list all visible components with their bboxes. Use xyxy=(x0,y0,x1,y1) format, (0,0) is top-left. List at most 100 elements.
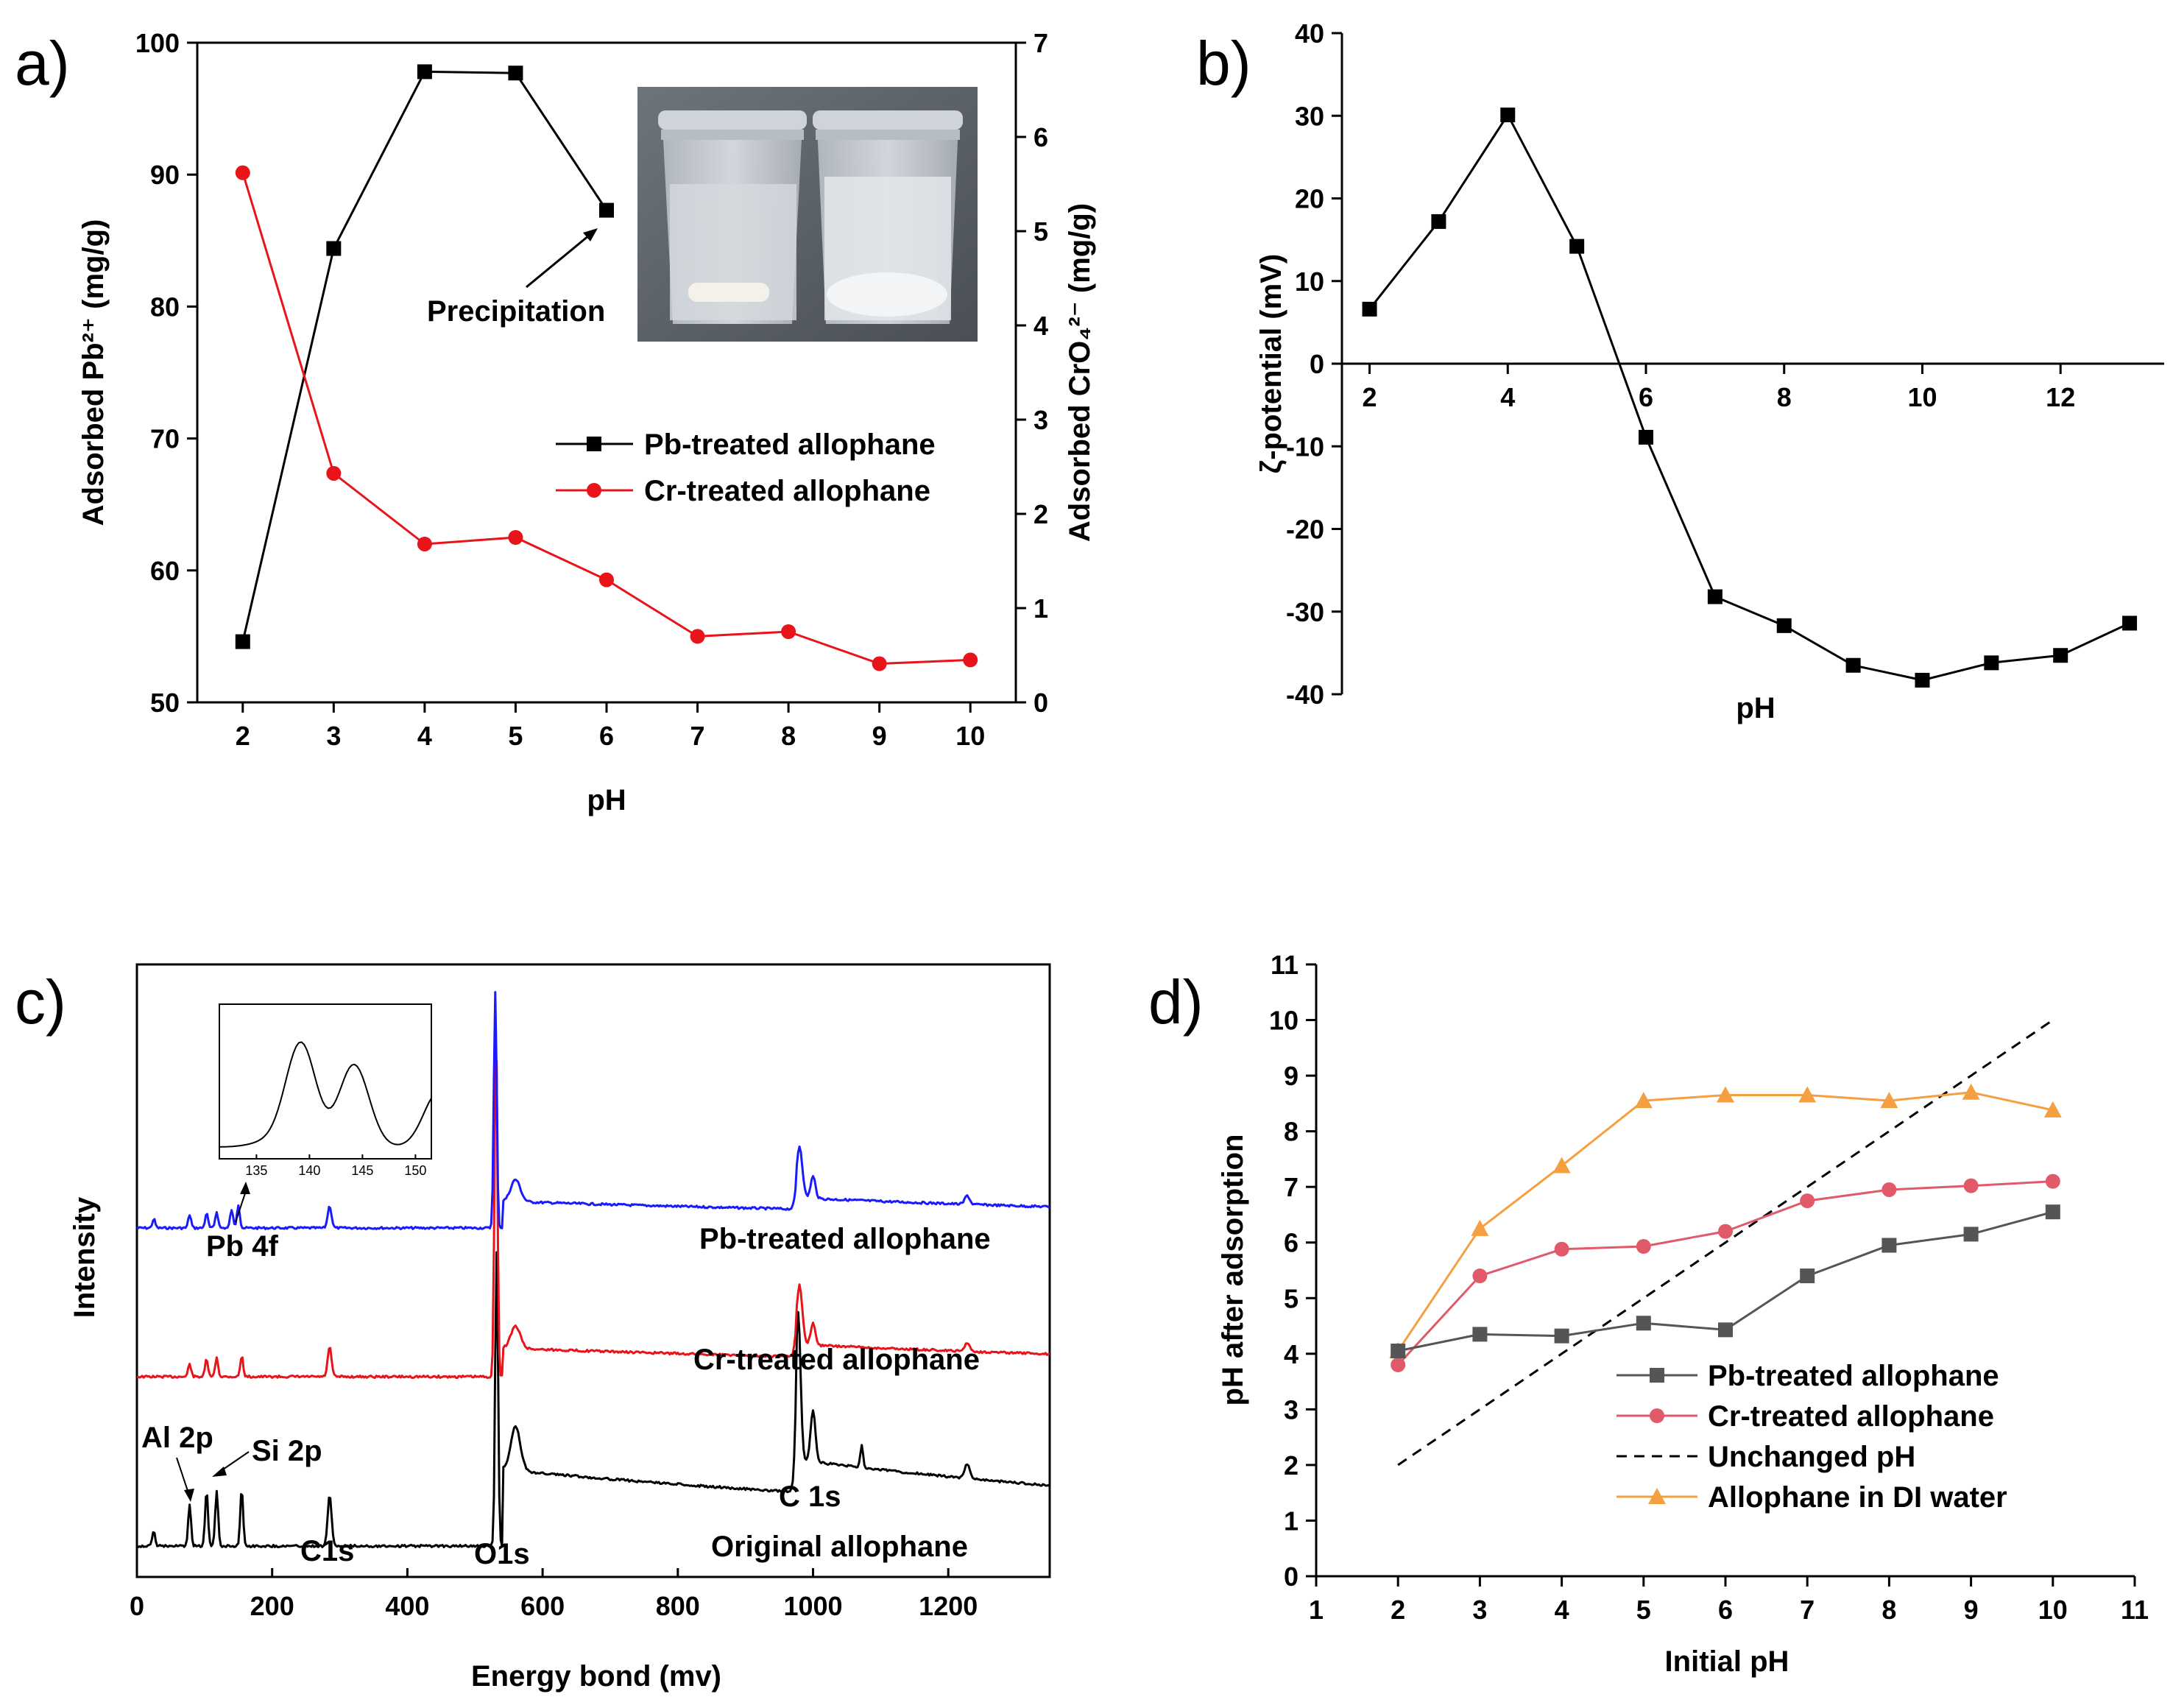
inset-tick-label: 140 xyxy=(298,1163,320,1178)
data-point xyxy=(1984,655,1999,671)
data-point xyxy=(1391,1344,1406,1359)
spectrum-cr-treated xyxy=(136,1059,1050,1379)
y-tick-label: -30 xyxy=(1286,597,1324,627)
data-point xyxy=(235,634,250,649)
data-point xyxy=(1554,1241,1569,1257)
annot-o1s: O1s xyxy=(474,1538,530,1570)
data-point xyxy=(1882,1182,1897,1197)
x-tick-label: 10 xyxy=(955,721,985,751)
y-tick-label-right: 6 xyxy=(1034,122,1048,152)
legend-label: Allophane in DI water xyxy=(1708,1481,2007,1514)
y-tick-label: 5 xyxy=(1284,1283,1298,1313)
al2p-arrow xyxy=(176,1457,189,1494)
data-point xyxy=(1798,1086,1817,1103)
panel-a-ylabel-right: Adsorbed CrO₄²⁻ (mg/g) xyxy=(1064,203,1096,542)
x-tick-label: 4 xyxy=(1500,382,1515,412)
data-point xyxy=(1639,429,1654,445)
y-tick-label-left: 70 xyxy=(150,424,180,454)
y-tick-label-right: 5 xyxy=(1034,216,1048,247)
precipitation-arrowhead xyxy=(583,228,598,241)
x-tick-label: 400 xyxy=(385,1591,429,1621)
data-point xyxy=(2045,1204,2060,1220)
x-tick-label: 2 xyxy=(1363,382,1377,412)
precipitation-label: Precipitation xyxy=(427,295,605,328)
data-point xyxy=(963,652,978,668)
legend-marker xyxy=(1650,1408,1664,1423)
inset-tick-label: 150 xyxy=(404,1163,426,1178)
legend-marker xyxy=(1650,1368,1664,1383)
data-point xyxy=(1552,1157,1571,1174)
y-tick-label-right: 0 xyxy=(1034,688,1048,718)
y-tick-label-left: 50 xyxy=(150,688,180,718)
xps-inset: 135 140 145 150 xyxy=(219,1003,432,1178)
label-original: Original allophane xyxy=(711,1531,968,1563)
x-tick-label: 12 xyxy=(2046,382,2075,412)
data-point xyxy=(1634,1092,1653,1109)
data-point xyxy=(326,465,342,481)
annot-c1s-high: C 1s xyxy=(779,1481,841,1513)
series-line xyxy=(1397,1180,2053,1366)
data-point xyxy=(1569,239,1585,254)
legend-cr: Cr-treated allophane xyxy=(644,475,930,507)
al2p-arrowhead xyxy=(184,1489,194,1502)
data-point xyxy=(417,536,432,551)
panel-c-letter: c) xyxy=(15,967,66,1037)
data-point xyxy=(1554,1328,1569,1344)
y-tick-label-right: 3 xyxy=(1034,405,1048,435)
data-point xyxy=(326,241,342,256)
y-tick-label-right: 4 xyxy=(1034,311,1048,341)
panel-d-ylabel: pH after adsorption xyxy=(1217,1134,1249,1406)
inset-tick-label: 145 xyxy=(351,1163,373,1178)
y-tick-label: 20 xyxy=(1295,184,1324,214)
y-tick-label: -10 xyxy=(1286,431,1324,462)
legend-label: Pb-treated allophane xyxy=(1708,1360,1999,1392)
data-point xyxy=(2122,615,2138,631)
inset-photo xyxy=(637,87,978,342)
si2p-arrowhead xyxy=(212,1467,227,1477)
x-tick-label: 5 xyxy=(1636,1595,1651,1625)
series-line xyxy=(1396,1091,2054,1352)
panel-c: 0 200 400 600 800 1000 1200 135 140 145 150 Pb 4f… xyxy=(68,963,1051,1693)
annot-si2p: Si 2p xyxy=(252,1435,322,1467)
si2p-arrow xyxy=(220,1451,250,1472)
panel-b-ylabel: ζ-potential (mV) xyxy=(1255,254,1287,473)
data-point xyxy=(1472,1327,1488,1342)
data-point xyxy=(1471,1219,1489,1236)
y-tick-label: 0 xyxy=(1310,349,1324,379)
data-point xyxy=(599,572,614,587)
data-point xyxy=(1800,1193,1815,1209)
spectrum-original xyxy=(135,1251,1050,1548)
y-tick-label-left: 100 xyxy=(135,28,180,58)
y-tick-label-right: 2 xyxy=(1034,499,1048,529)
annot-pb4f: Pb 4f xyxy=(206,1230,278,1263)
legend-label: Unchanged pH xyxy=(1708,1441,1915,1473)
data-point xyxy=(1472,1268,1488,1284)
y-tick-label: 7 xyxy=(1284,1172,1298,1202)
x-tick-label: 6 xyxy=(1718,1595,1733,1625)
y-tick-label: -20 xyxy=(1286,515,1324,545)
data-point xyxy=(1718,1322,1733,1338)
data-point xyxy=(417,64,432,80)
data-point xyxy=(1880,1092,1898,1109)
y-tick-label: 1 xyxy=(1284,1506,1298,1536)
y-tick-label: 2 xyxy=(1284,1450,1298,1481)
x-tick-label: 6 xyxy=(599,721,614,751)
x-tick-label: 7 xyxy=(690,721,705,751)
panel-a-legend: Pb-treated allophane Cr-treated allophan… xyxy=(556,428,936,507)
x-tick-label: 5 xyxy=(508,721,523,751)
y-tick-label-left: 90 xyxy=(150,160,180,190)
data-point xyxy=(1800,1268,1815,1284)
y-tick-label: 0 xyxy=(1284,1561,1298,1592)
data-point xyxy=(1636,1239,1651,1254)
data-point xyxy=(1963,1227,1979,1242)
y-tick-label: 6 xyxy=(1284,1228,1298,1258)
panel-b-xlabel: pH xyxy=(1736,692,1775,724)
y-tick-label: 4 xyxy=(1284,1339,1298,1369)
y-tick-label-right: 1 xyxy=(1034,593,1048,624)
data-point xyxy=(2053,648,2068,663)
data-point xyxy=(1718,1224,1733,1239)
x-tick-label: 2 xyxy=(1391,1595,1405,1625)
pb4f-arrowhead xyxy=(240,1182,250,1194)
data-point xyxy=(1707,589,1723,604)
